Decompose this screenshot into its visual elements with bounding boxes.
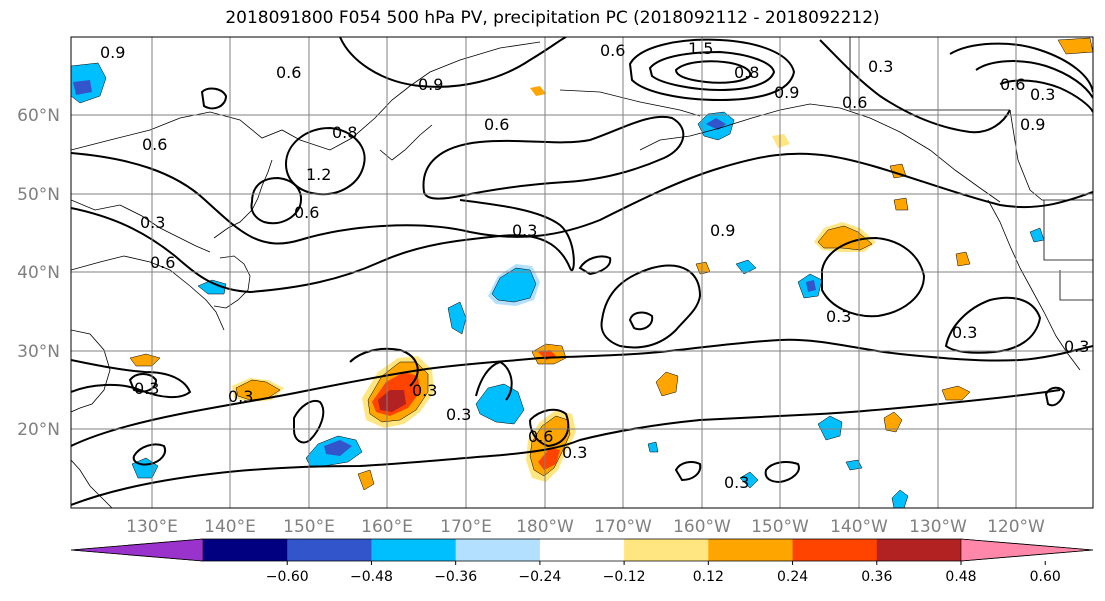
contour-label: 0.6 (276, 63, 301, 82)
colorbar-swatch (624, 539, 709, 561)
contour-label: 0.3 (1030, 85, 1055, 104)
colorbar-swatch (455, 539, 541, 561)
contour-label: 0.3 (562, 443, 587, 462)
contour-labels: 0.9 0.6 0.6 1.5 0.8 0.6 0.3 0.9 0.6 0.9 … (100, 39, 1089, 492)
colorbar-tick-label: 0.48 (945, 569, 976, 585)
colorbar: −0.60 −0.48 −0.36 −0.24 −0.12 0.12 0.24 0.36 0.4… (70, 538, 1094, 585)
contour-label: 0.3 (412, 381, 437, 400)
contour-label: 0.3 (952, 323, 977, 342)
colorbar-swatch (203, 539, 288, 561)
lat-label: 40°N (17, 263, 60, 283)
colorbar-tick-label: −0.36 (434, 569, 477, 585)
lon-label: 150°E (283, 517, 335, 537)
colorbar-swatch (539, 539, 625, 561)
colorbar-tick-label: −0.12 (603, 569, 646, 585)
colorbar-tick-label: −0.48 (350, 569, 393, 585)
colorbar-tick-label: 0.36 (861, 569, 892, 585)
lon-label: 180°W (516, 517, 574, 537)
contour-label: 0.3 (724, 473, 749, 492)
colorbar-swatch (708, 539, 794, 561)
lon-label: 140°E (204, 517, 256, 537)
colorbar-tick-label: 0.60 (1030, 569, 1061, 585)
lon-label: 120°W (987, 517, 1045, 537)
contour-label: 0.3 (446, 405, 471, 424)
contour-label: 1.5 (688, 39, 713, 58)
colorbar-swatch (876, 539, 962, 561)
contour-label: 0.6 (528, 427, 553, 446)
contour-label: 0.6 (1000, 75, 1025, 94)
lon-label: 160°E (361, 517, 413, 537)
contour-label: 0.6 (294, 203, 319, 222)
contour-label: 0.3 (134, 379, 159, 398)
lon-label: 130°W (909, 517, 967, 537)
colorbar-swatch (371, 539, 457, 561)
contour-label: 0.3 (140, 213, 165, 232)
contour-label: 0.9 (710, 221, 735, 240)
map-plot: 0.9 0.6 0.6 1.5 0.8 0.6 0.3 0.9 0.6 0.9 … (71, 37, 1093, 508)
contour-label: 0.3 (1064, 337, 1089, 356)
contour-label: 0.6 (484, 115, 509, 134)
colorbar-tick-label: −0.24 (518, 569, 561, 585)
contour-label: 0.6 (142, 135, 167, 154)
longitude-labels: 130°E 140°E 150°E 160°E 170°E 180°W 170°… (126, 517, 1045, 537)
contour-label: 0.6 (600, 41, 625, 60)
lat-label: 50°N (17, 185, 60, 205)
lat-label: 20°N (17, 420, 60, 440)
map-frame (70, 36, 1094, 509)
colorbar-extend-min (70, 538, 204, 562)
contour-label: 0.9 (418, 75, 443, 94)
colorbar-swatch (287, 539, 372, 561)
lon-label: 130°E (126, 517, 178, 537)
colorbar-swatch (792, 539, 878, 561)
contour-label: 0.3 (826, 307, 851, 326)
colorbar-tick-label: 0.12 (693, 569, 724, 585)
contour-label: 0.9 (774, 83, 799, 102)
colorbar-tick-label: 0.24 (777, 569, 808, 585)
graticule (71, 37, 1093, 508)
contour-label: 0.6 (150, 253, 175, 272)
contour-label: 0.8 (332, 123, 357, 142)
contour-label: 0.3 (228, 387, 253, 406)
lon-label: 170°E (440, 517, 492, 537)
latitude-labels: 20°N 30°N 40°N 50°N 60°N (17, 106, 60, 440)
contour-label: 1.2 (306, 165, 331, 184)
contour-label: 0.3 (868, 57, 893, 76)
coastlines (71, 37, 1093, 508)
contour-label: 0.9 (100, 43, 125, 62)
map-title: 2018091800 F054 500 hPa PV, precipitatio… (225, 8, 880, 28)
lon-label: 140°W (830, 517, 888, 537)
contour-label: 0.3 (512, 221, 537, 240)
lat-label: 60°N (17, 106, 60, 126)
contour-label: 0.8 (734, 63, 759, 82)
lon-label: 160°W (673, 517, 731, 537)
lon-label: 170°W (594, 517, 652, 537)
lon-label: 150°W (751, 517, 809, 537)
colorbar-tick-label: −0.60 (266, 569, 309, 585)
colorbar-extend-max (960, 538, 1094, 562)
contour-label: 0.6 (842, 93, 867, 112)
colorbar-frame (70, 538, 1094, 562)
contour-label: 0.9 (1020, 115, 1045, 134)
lat-label: 30°N (17, 342, 60, 362)
